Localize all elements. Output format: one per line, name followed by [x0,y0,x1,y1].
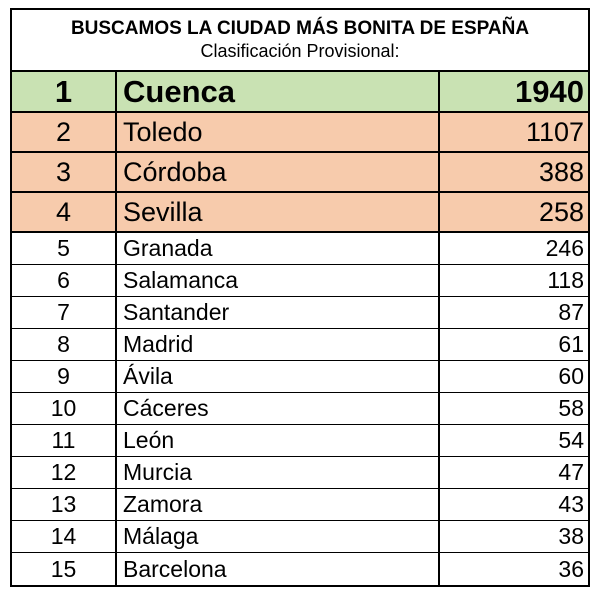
rank-cell: 1 [12,72,117,111]
votes-cell: 1940 [515,73,584,109]
votes-cell: 60 [558,363,584,389]
votes-cell: 258 [538,196,584,227]
rank-cell: 9 [12,361,117,392]
rank-cell: 11 [12,425,117,456]
rank-cell: 4 [12,193,117,231]
rank-cell: 10 [12,393,117,424]
table-row-podium: 4 Sevilla 258 [12,193,588,233]
page-subtitle: Clasificación Provisional: [200,41,400,61]
votes-cell: 58 [558,395,584,421]
city-cell: León [117,425,440,456]
table-row: 8 Madrid 61 [12,329,588,361]
city-cell: Cáceres [117,393,440,424]
votes-cell: 54 [558,427,584,453]
table-row: 9 Ávila 60 [12,361,588,393]
city-cell: Zamora [117,489,440,520]
votes-cell: 87 [558,299,584,325]
table-row-podium: 3 Córdoba 388 [12,153,588,193]
votes-cell: 47 [558,459,584,485]
city-cell: Córdoba [117,153,440,191]
votes-cell: 43 [558,491,584,517]
votes-cell: 61 [558,331,584,357]
city-cell: Madrid [117,329,440,360]
table-row-podium: 2 Toledo 1107 [12,113,588,153]
table-row-first-place: 1 Cuenca 1940 [12,72,588,113]
votes-cell: 388 [538,156,584,187]
city-cell: Granada [117,233,440,264]
table-row: 13 Zamora 43 [12,489,588,521]
table-row: 11 León 54 [12,425,588,457]
rank-cell: 5 [12,233,117,264]
city-cell: Salamanca [117,265,440,296]
city-cell: Ávila [117,361,440,392]
city-cell: Málaga [117,521,440,552]
rank-cell: 14 [12,521,117,552]
rank-cell: 6 [12,265,117,296]
table-row: 14 Málaga 38 [12,521,588,553]
city-cell: Barcelona [117,553,440,585]
table-row: 7 Santander 87 [12,297,588,329]
table-row: 15 Barcelona 36 [12,553,588,585]
rank-cell: 7 [12,297,117,328]
rank-cell: 15 [12,553,117,585]
table-row: 5 Granada 246 [12,233,588,265]
table-header: BUSCAMOS LA CIUDAD MÁS BONITA DE ESPAÑA … [12,10,588,72]
city-cell: Toledo [117,113,440,151]
votes-cell: 246 [545,235,584,261]
rank-cell: 3 [12,153,117,191]
votes-cell: 36 [558,555,584,582]
city-cell: Santander [117,297,440,328]
table-row: 12 Murcia 47 [12,457,588,489]
page-title: BUSCAMOS LA CIUDAD MÁS BONITA DE ESPAÑA [70,18,530,39]
votes-cell: 38 [558,523,584,549]
rank-cell: 13 [12,489,117,520]
votes-cell: 118 [547,267,584,293]
votes-cell: 1107 [525,116,584,147]
rank-cell: 2 [12,113,117,151]
rank-cell: 8 [12,329,117,360]
city-cell: Sevilla [117,193,440,231]
ranking-table: BUSCAMOS LA CIUDAD MÁS BONITA DE ESPAÑA … [10,8,590,587]
city-cell: Cuenca [117,72,440,111]
table-row: 10 Cáceres 58 [12,393,588,425]
rank-cell: 12 [12,457,117,488]
city-cell: Murcia [117,457,440,488]
table-row: 6 Salamanca 118 [12,265,588,297]
